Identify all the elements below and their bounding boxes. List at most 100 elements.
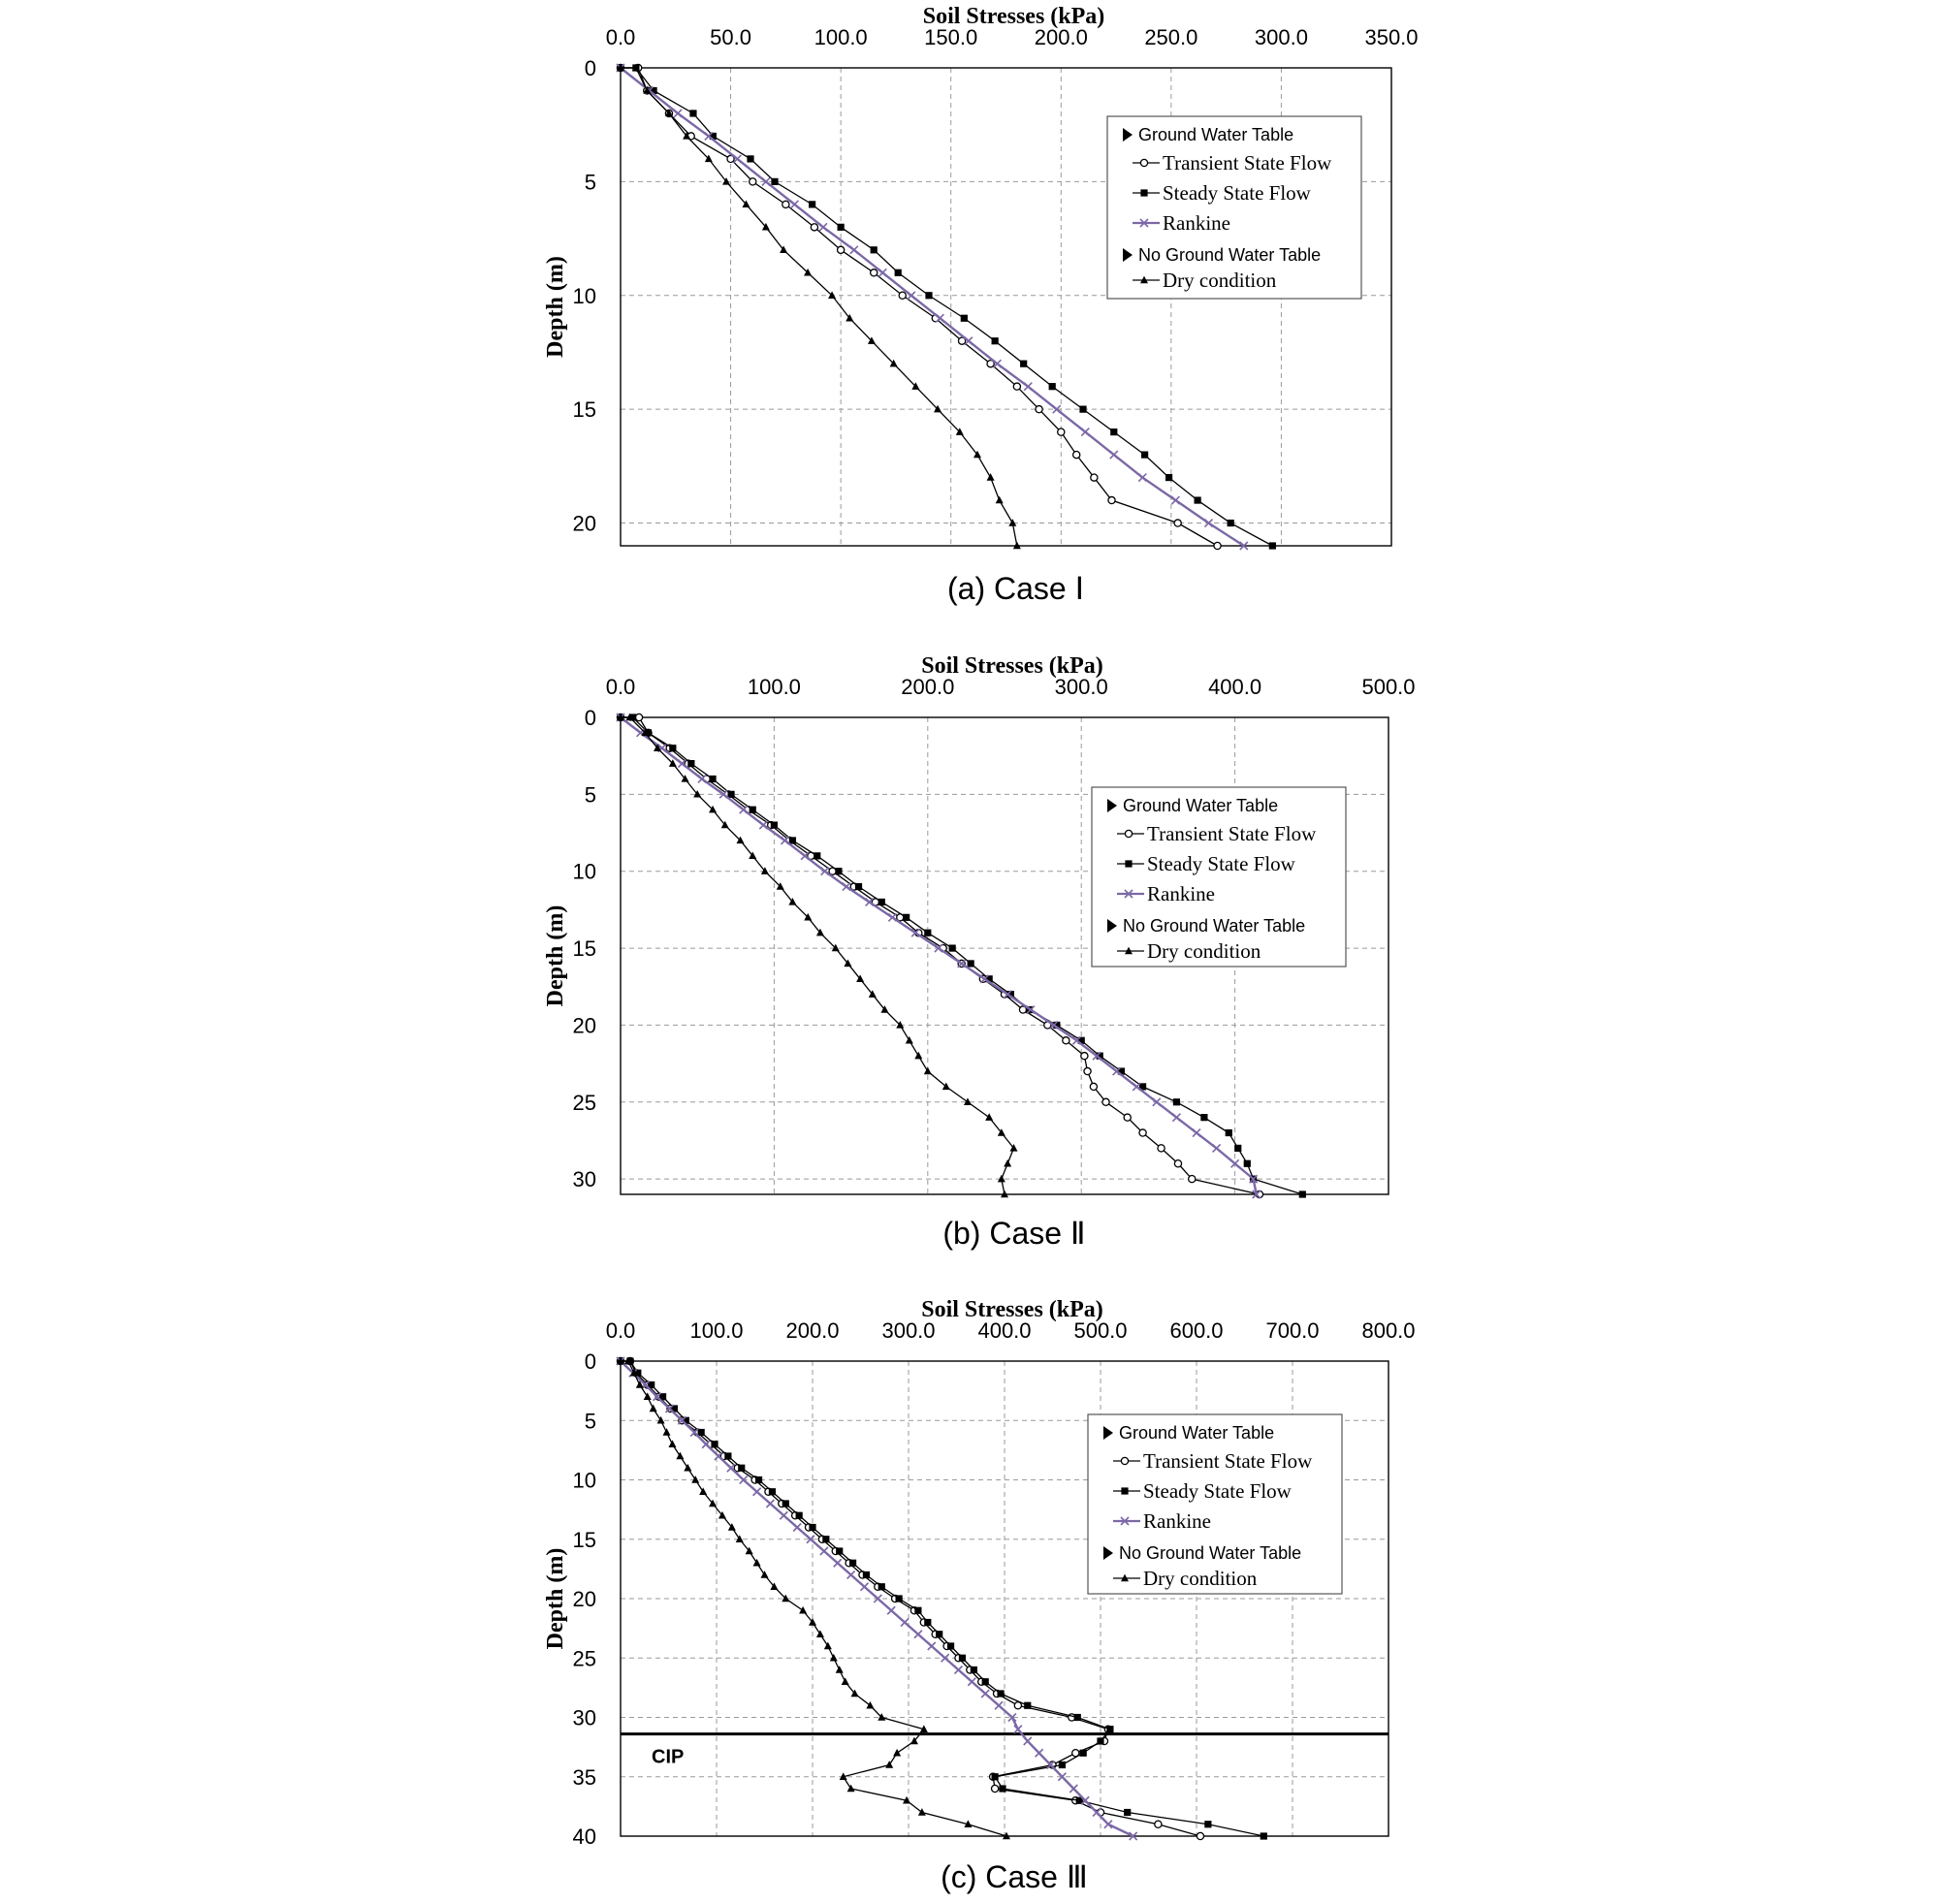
x-tick-label: 500.0 bbox=[1361, 675, 1415, 699]
data-point bbox=[981, 1678, 989, 1686]
data-point bbox=[946, 1642, 955, 1650]
data-point bbox=[818, 222, 828, 232]
data-point bbox=[760, 867, 769, 874]
data-point bbox=[828, 291, 837, 299]
data-point bbox=[810, 223, 819, 232]
data-point bbox=[1089, 1082, 1099, 1092]
legend-arrow-icon bbox=[1123, 128, 1133, 142]
data-point bbox=[1138, 1128, 1147, 1137]
y-tick-label: 25 bbox=[573, 1091, 596, 1115]
data-point bbox=[677, 1415, 686, 1425]
data-point bbox=[815, 928, 824, 936]
data-point bbox=[917, 1808, 926, 1816]
data-point bbox=[1117, 1067, 1125, 1075]
data-point bbox=[779, 1510, 788, 1520]
legend: Ground Water Table Transient State Flow St… bbox=[1091, 786, 1347, 968]
data-point bbox=[991, 1773, 999, 1781]
data-point bbox=[1006, 991, 1014, 999]
x-tick-label: 400.0 bbox=[977, 1318, 1031, 1343]
data-point bbox=[1023, 382, 1033, 392]
data-point bbox=[903, 1795, 911, 1804]
data-point bbox=[862, 1571, 871, 1579]
data-point bbox=[958, 1654, 967, 1662]
data-point bbox=[814, 852, 821, 860]
data-point bbox=[727, 790, 735, 798]
legend-entry-label: Rankine bbox=[1163, 211, 1230, 235]
data-point bbox=[1103, 1820, 1113, 1829]
data-point bbox=[1154, 1820, 1163, 1829]
y-tick-label: 5 bbox=[585, 1409, 596, 1433]
data-point bbox=[1071, 1035, 1082, 1045]
data-point bbox=[910, 1736, 918, 1745]
data-point bbox=[768, 1488, 777, 1496]
data-point bbox=[714, 1451, 723, 1461]
data-point bbox=[709, 132, 717, 141]
data-point bbox=[1080, 1795, 1090, 1805]
data-point bbox=[1252, 1190, 1261, 1199]
data-point bbox=[1002, 1831, 1010, 1840]
data-point bbox=[973, 450, 981, 459]
legend-entry-label: Rankine bbox=[1143, 1509, 1211, 1533]
data-point bbox=[963, 1097, 972, 1105]
series-line bbox=[621, 716, 1015, 1195]
legend-group-heading: Ground Water Table bbox=[1119, 1423, 1274, 1443]
data-point bbox=[913, 1630, 923, 1639]
data-point bbox=[669, 745, 677, 752]
data-point bbox=[934, 404, 942, 413]
data-point bbox=[957, 959, 967, 968]
data-point bbox=[896, 1021, 905, 1029]
chart-1: 0.0 50.0 100.0 150.0 200.0 250.0 300.0 350.0 0 5 1… bbox=[543, 4, 1419, 606]
y-tick-label: 0 bbox=[585, 706, 596, 730]
data-point bbox=[867, 336, 876, 344]
x-tick-label: 150.0 bbox=[924, 25, 977, 49]
data-point bbox=[788, 898, 797, 905]
series-rankine bbox=[616, 713, 1261, 1199]
data-point bbox=[1026, 1004, 1036, 1015]
data-point bbox=[925, 292, 933, 300]
data-point bbox=[662, 1428, 671, 1436]
data-point bbox=[1170, 495, 1180, 505]
data-point bbox=[970, 1666, 977, 1674]
series-dry-condition bbox=[617, 1356, 1010, 1840]
legend-entry-label: Transient State Flow bbox=[1143, 1449, 1313, 1473]
data-point bbox=[873, 1594, 882, 1603]
legend-group-heading: No Ground Water Table bbox=[1123, 916, 1305, 936]
data-point bbox=[804, 912, 813, 921]
legend-arrow-icon bbox=[1107, 919, 1117, 933]
legend-marker-icon bbox=[1140, 189, 1148, 197]
data-point bbox=[1192, 1127, 1201, 1138]
data-point bbox=[1092, 1807, 1101, 1818]
data-point bbox=[848, 1559, 857, 1567]
data-point bbox=[1171, 1113, 1181, 1123]
data-point bbox=[771, 177, 779, 185]
data-point bbox=[1035, 1748, 1044, 1758]
data-point bbox=[870, 246, 878, 254]
data-point bbox=[697, 1428, 705, 1437]
data-point bbox=[653, 1392, 662, 1402]
data-point bbox=[726, 154, 735, 164]
y-axis-title: Depth (m) bbox=[543, 905, 568, 1007]
legend-arrow-icon bbox=[1103, 1546, 1113, 1560]
data-point bbox=[936, 1631, 943, 1638]
data-point bbox=[1234, 1144, 1242, 1152]
data-point bbox=[629, 714, 637, 721]
legend-marker-icon bbox=[1121, 1487, 1129, 1495]
data-point bbox=[1062, 1036, 1070, 1045]
data-point bbox=[745, 1546, 753, 1555]
data-point bbox=[1077, 1036, 1085, 1044]
data-point bbox=[1035, 404, 1043, 414]
data-point bbox=[683, 132, 691, 140]
data-point bbox=[878, 898, 885, 906]
x-tick-label: 100.0 bbox=[689, 1318, 743, 1343]
legend-entry-label: Steady State Flow bbox=[1143, 1479, 1293, 1503]
data-point bbox=[1013, 1701, 1023, 1710]
data-point bbox=[1107, 495, 1116, 505]
data-point bbox=[815, 1630, 824, 1637]
data-point bbox=[1225, 1128, 1232, 1137]
data-point bbox=[869, 269, 878, 277]
chart-3: 0.0 100.0 200.0 300.0 400.0 500.0 600.0 700.0 80… bbox=[543, 1297, 1416, 1894]
data-point bbox=[1110, 428, 1118, 436]
data-point bbox=[1012, 541, 1021, 550]
data-point bbox=[907, 291, 916, 301]
data-point bbox=[780, 245, 788, 254]
